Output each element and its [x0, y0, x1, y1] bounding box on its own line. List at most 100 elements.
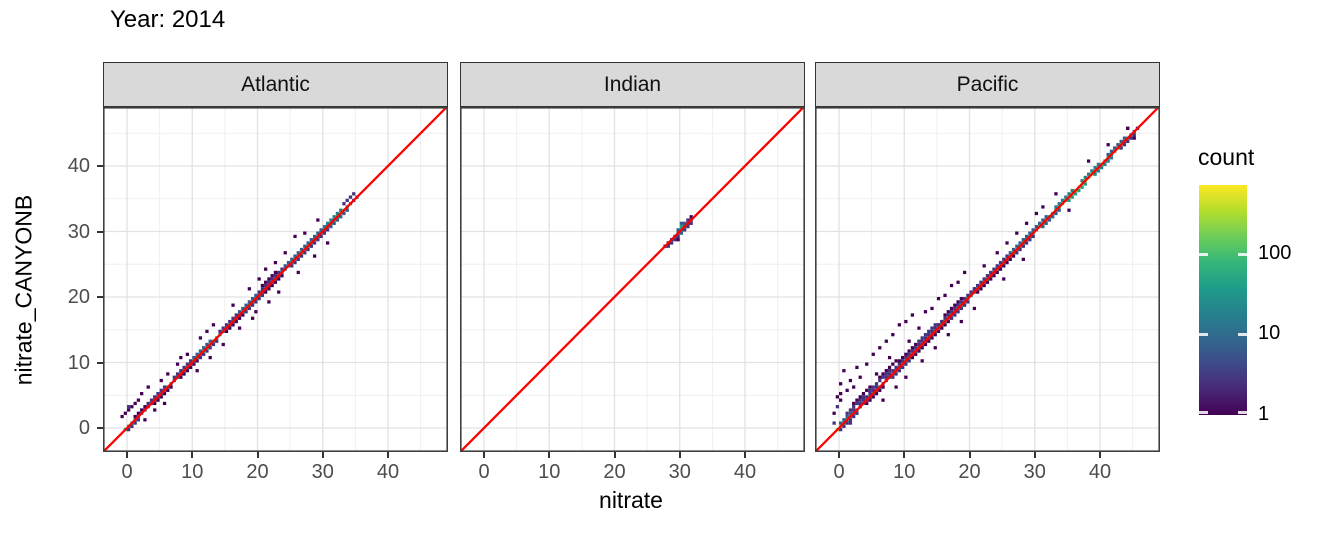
heat-bin [839, 421, 843, 425]
heat-bin [1021, 257, 1025, 261]
heat-bin [1116, 143, 1120, 147]
heat-bin [1132, 133, 1136, 137]
heat-bin [683, 221, 687, 225]
heat-bin [1126, 139, 1130, 144]
facet-strip-label: Indian [603, 72, 662, 96]
heat-bin [273, 280, 278, 284]
heat-bin [897, 359, 901, 363]
x-tick-label: 30 [668, 461, 691, 483]
heat-bin [900, 355, 905, 360]
heat-bin [946, 319, 950, 324]
heat-bin [917, 342, 921, 347]
heat-bin [855, 401, 859, 406]
heat-bin [679, 231, 684, 235]
heat-bin [992, 267, 996, 271]
heat-bin [195, 369, 199, 373]
heat-bin [676, 234, 680, 239]
heat-bin [904, 319, 908, 324]
heat-bin [339, 215, 343, 219]
heat-bin [878, 378, 882, 383]
heat-bin [871, 385, 875, 389]
heat-bin [848, 411, 853, 415]
facet-strip-pacific: Pacific [815, 62, 1160, 107]
legend-colorbar [1199, 185, 1247, 415]
heat-bin [845, 414, 849, 419]
x-tick-label: 30 [311, 461, 334, 483]
heat-bin [956, 310, 960, 314]
heat-bin [907, 339, 911, 343]
heat-bin [956, 300, 960, 304]
heat-bin [133, 421, 137, 425]
heat-bin [1119, 139, 1123, 144]
x-tick-label: 10 [181, 461, 204, 483]
heat-bin [202, 346, 206, 350]
heat-bin [153, 395, 157, 399]
heat-bin [878, 346, 882, 350]
heat-bin [205, 349, 209, 353]
heat-bin [244, 303, 248, 307]
heat-bin [1122, 143, 1127, 147]
heat-bin [162, 401, 167, 406]
heat-bin [959, 306, 963, 311]
heat-bin [316, 238, 320, 242]
heat-bin [962, 270, 967, 275]
heat-bin [250, 316, 255, 320]
heat-bin [146, 385, 150, 389]
heat-bin [136, 418, 141, 422]
heat-bin [182, 372, 186, 376]
heat-bin [878, 388, 882, 392]
heat-bin [679, 224, 684, 229]
heat-bin [689, 215, 693, 219]
heat-bin [120, 414, 124, 419]
heat-bin [686, 218, 690, 222]
heat-bin [852, 405, 856, 409]
heat-bin [1119, 146, 1123, 150]
legend-tick-label-10: 10 [1258, 322, 1281, 344]
heat-bin [1047, 218, 1052, 222]
heat-bin [244, 310, 248, 314]
heat-bin [1054, 211, 1058, 216]
heat-bin [192, 355, 196, 360]
heat-bin [175, 372, 180, 376]
heat-bin [1060, 198, 1065, 203]
heat-bin [673, 238, 677, 242]
heat-bin [1034, 211, 1039, 216]
heat-bin [267, 300, 271, 304]
heat-bin [959, 319, 963, 324]
heat-bin [228, 319, 232, 324]
heat-bin [329, 224, 333, 229]
heat-bin [159, 378, 163, 383]
heat-bin [871, 352, 875, 356]
heat-bin [878, 375, 882, 379]
heat-bin [257, 277, 261, 281]
heat-bin [946, 313, 950, 317]
heat-bin [179, 369, 183, 373]
heat-bin [1051, 215, 1055, 219]
heat-bin [966, 293, 970, 297]
heat-bin [273, 260, 278, 265]
heat-bin [1113, 146, 1117, 150]
heat-bin [1008, 251, 1012, 255]
heat-bin [923, 336, 928, 340]
heat-bin [188, 359, 193, 363]
heat-bin [1073, 192, 1078, 196]
heat-bin [874, 391, 879, 396]
heat-bin [887, 369, 892, 373]
heat-bin [920, 336, 924, 340]
heat-bin [267, 280, 271, 284]
heat-bin [254, 310, 258, 314]
facet-strip-indian: Indian [460, 62, 805, 107]
heat-bin [676, 238, 680, 242]
legend-tick-label-1: 1 [1258, 403, 1270, 425]
heat-bin [264, 283, 268, 288]
heat-bin [1015, 244, 1019, 248]
heat-bin [884, 375, 888, 379]
heat-bin [312, 234, 317, 239]
heat-bin [1041, 205, 1045, 209]
x-tick-label: 40 [1088, 461, 1112, 483]
heat-bin [868, 388, 872, 392]
heat-bin [907, 359, 911, 363]
heat-bin [185, 362, 189, 366]
heat-bin [904, 355, 908, 360]
